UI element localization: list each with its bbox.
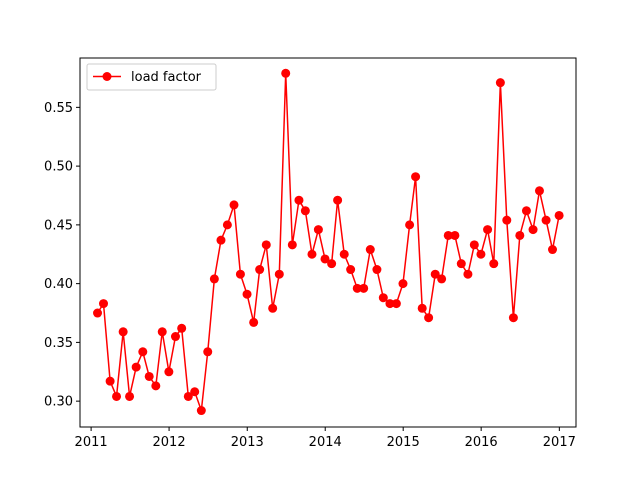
x-axis: 2011 2012 2013 2014 2015 2016 2017: [75, 427, 576, 450]
y-tick-label: 0.30: [44, 395, 73, 410]
data-point: [249, 317, 259, 327]
y-tick-label: 0.35: [44, 336, 73, 351]
plot-area: [80, 58, 576, 427]
data-point: [405, 220, 415, 230]
data-point: [483, 225, 493, 235]
data-point: [287, 240, 297, 250]
data-point: [138, 347, 148, 357]
data-point: [203, 347, 213, 357]
data-point: [261, 240, 271, 250]
data-point: [372, 265, 382, 275]
series-layer: [93, 68, 564, 416]
legend-marker: [102, 72, 112, 81]
data-point: [541, 215, 551, 225]
data-point: [281, 68, 291, 78]
data-point: [489, 259, 499, 269]
data-point: [411, 172, 421, 182]
data-point: [339, 249, 349, 259]
data-point: [112, 391, 122, 401]
data-point: [177, 323, 187, 333]
data-point: [268, 303, 278, 313]
data-point: [528, 225, 538, 235]
data-point: [378, 293, 388, 303]
data-point: [209, 274, 219, 284]
data-point: [151, 381, 161, 391]
legend: load factor: [86, 63, 217, 91]
data-point: [216, 235, 226, 245]
x-tick-label: 2011: [75, 435, 108, 450]
data-point: [242, 289, 252, 299]
y-tick-label: 0.50: [44, 160, 73, 175]
x-tick-label: 2017: [543, 435, 576, 450]
data-point: [235, 269, 245, 279]
data-point: [463, 269, 473, 279]
data-point: [365, 245, 375, 255]
x-tick-label: 2013: [231, 435, 264, 450]
data-point: [327, 259, 337, 269]
plot-frame: [79, 57, 577, 428]
data-point: [320, 254, 330, 264]
x-tick-label: 2016: [465, 435, 498, 450]
data-point: [450, 230, 460, 240]
data-point: [333, 195, 343, 205]
data-point: [515, 230, 525, 240]
data-point: [469, 240, 479, 250]
data-point: [294, 195, 304, 205]
legend-box: [86, 63, 217, 91]
data-point: [164, 367, 174, 377]
data-point: [424, 313, 434, 323]
data-point: [222, 220, 232, 230]
data-point: [385, 299, 395, 309]
data-point: [359, 283, 369, 293]
data-point: [313, 225, 323, 235]
x-tick-label: 2012: [153, 435, 186, 450]
data-point: [190, 387, 200, 397]
data-point: [398, 279, 408, 289]
legend-label: load factor: [131, 70, 202, 85]
data-point: [125, 391, 135, 401]
data-point: [118, 327, 128, 337]
y-tick-label: 0.40: [44, 277, 73, 292]
y-axis: 0.30 0.35 0.40 0.45 0.50 0.55: [44, 101, 80, 410]
data-point: [196, 406, 206, 416]
data-point: [183, 391, 193, 401]
data-point: [476, 249, 486, 259]
data-point: [274, 269, 284, 279]
data-point: [521, 206, 531, 216]
data-point: [456, 259, 466, 269]
data-point: [307, 249, 317, 259]
data-point: [99, 299, 108, 309]
data-point: [255, 265, 265, 275]
data-point: [352, 283, 362, 293]
data-point: [105, 376, 115, 386]
data-point: [417, 303, 427, 313]
data-point: [430, 269, 440, 279]
data-point: [93, 308, 103, 318]
data-point: [131, 362, 141, 372]
data-point: [508, 313, 518, 323]
data-point: [554, 210, 564, 220]
data-point: [502, 215, 512, 225]
data-point: [391, 299, 401, 309]
y-tick-label: 0.45: [44, 218, 73, 233]
data-point: [437, 274, 447, 284]
data-point: [495, 78, 505, 88]
data-point: [346, 265, 356, 275]
data-point: [170, 332, 180, 342]
data-point: [229, 200, 239, 210]
data-point: [443, 230, 453, 240]
x-tick-label: 2015: [387, 435, 420, 450]
data-point: [534, 186, 544, 196]
data-point: [144, 371, 154, 381]
data-point: [157, 327, 167, 337]
y-tick-label: 0.55: [44, 101, 73, 116]
data-point: [300, 206, 310, 216]
x-tick-label: 2014: [309, 435, 342, 450]
data-point: [548, 245, 557, 255]
